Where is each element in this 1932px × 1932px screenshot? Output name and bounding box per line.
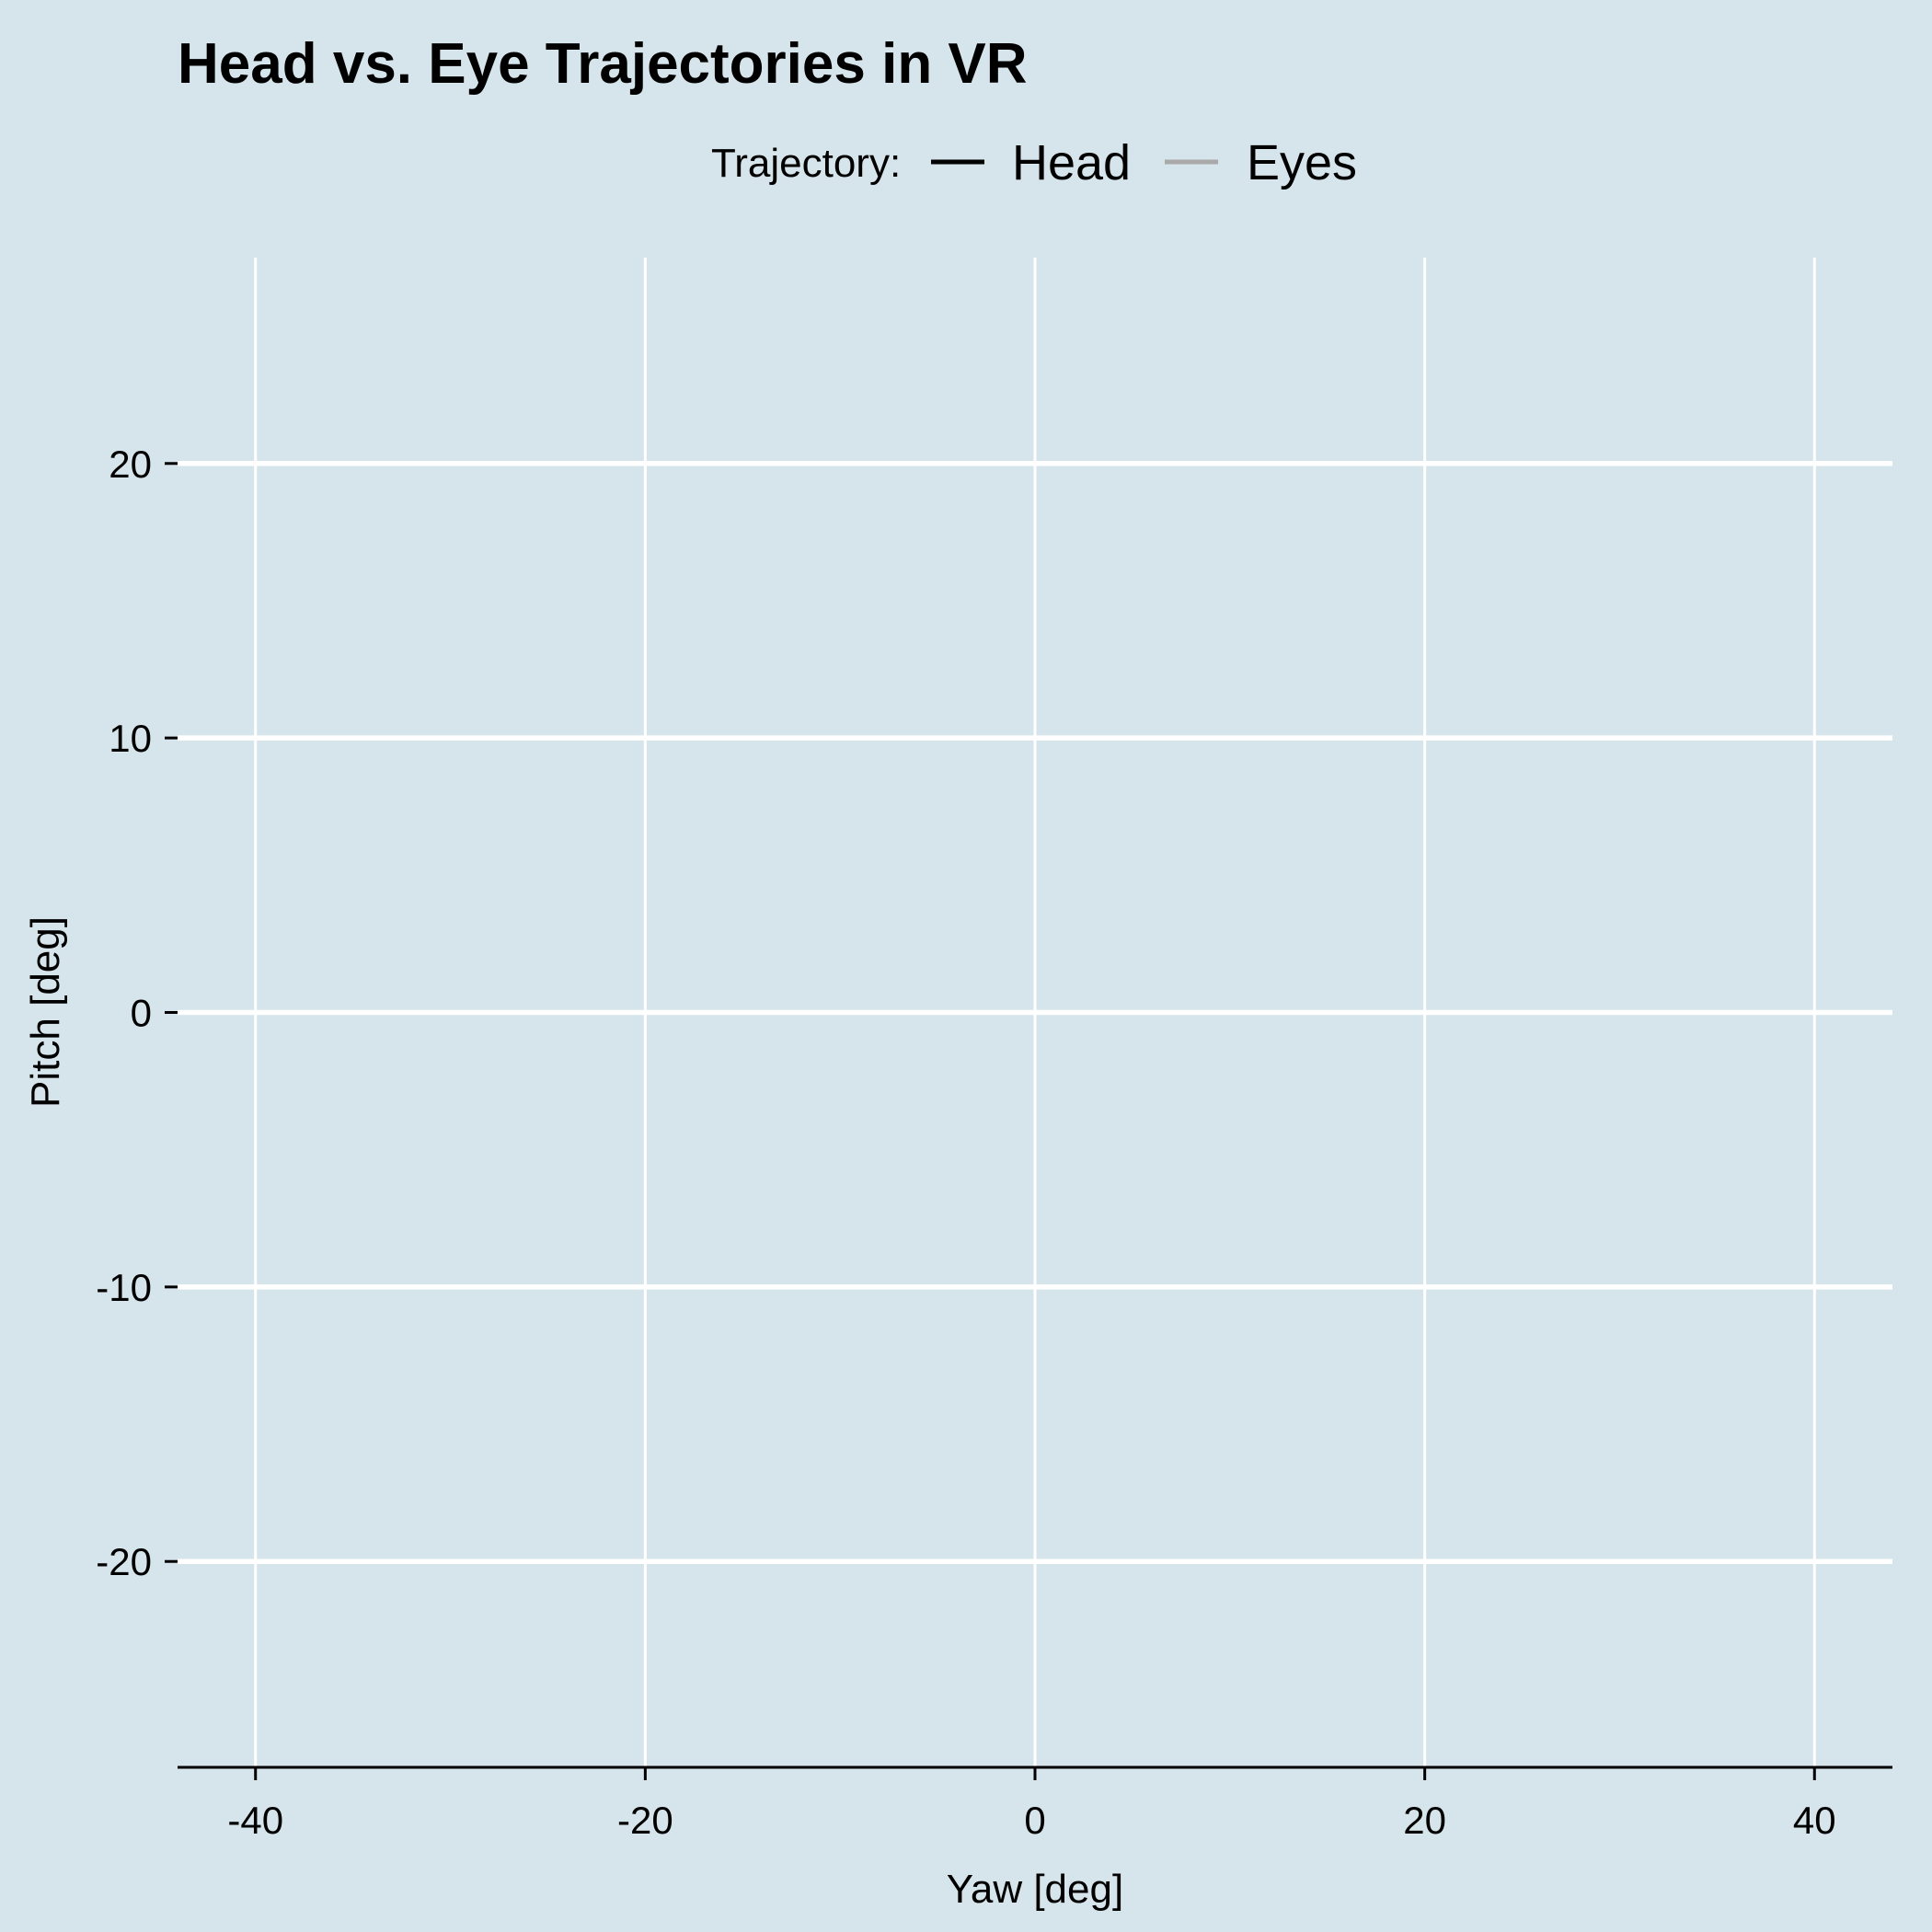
x-tick-label: -40 xyxy=(227,1799,283,1842)
legend-label-head: Head xyxy=(1012,135,1131,190)
y-tick-label: -20 xyxy=(96,1540,152,1583)
axes: -40 -20 0 20 40 -20 -10 0 10 20 xyxy=(96,443,1892,1842)
plot-area: -40 -20 0 20 40 -20 -10 0 10 20 xyxy=(96,258,1892,1842)
x-tick-label: 40 xyxy=(1793,1799,1836,1842)
x-tick-label: -20 xyxy=(617,1799,673,1842)
grid xyxy=(178,258,1892,1767)
y-tick-label: 20 xyxy=(109,443,152,486)
legend-title: Trajectory: xyxy=(711,141,901,186)
x-tick-label: 0 xyxy=(1024,1799,1045,1842)
legend-label-eyes: Eyes xyxy=(1247,135,1357,190)
chart-title: Head vs. Eye Trajectories in VR xyxy=(178,32,1028,96)
x-axis-title: Yaw [deg] xyxy=(947,1867,1123,1912)
legend: Trajectory: Head Eyes xyxy=(711,135,1357,190)
y-tick-label: 0 xyxy=(131,992,152,1035)
y-axis-title: Pitch [deg] xyxy=(23,916,68,1108)
y-tick-label: -10 xyxy=(96,1266,152,1309)
x-tick-label: 20 xyxy=(1403,1799,1446,1842)
y-tick-label: 10 xyxy=(109,717,152,760)
